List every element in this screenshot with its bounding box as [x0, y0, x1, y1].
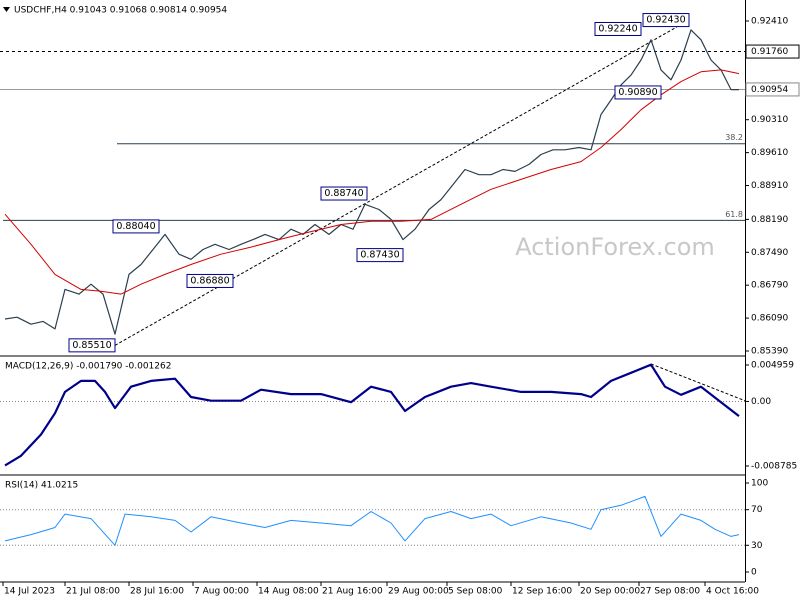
chart-title: USDCHF,H4 0.91043 0.91068 0.90814 0.9095…	[14, 6, 227, 16]
x-tick-label: 12 Sep 16:00	[512, 587, 572, 597]
annotation-label: 0.88040	[116, 221, 155, 232]
y-tick-label: 0.88190	[751, 215, 788, 225]
x-tick-label: 21 Aug 16:00	[322, 587, 383, 597]
annotation-label: 0.92240	[598, 23, 637, 34]
x-tick-label: 28 Jul 16:00	[130, 587, 184, 597]
x-tick-label: 4 Oct 16:00	[706, 587, 759, 597]
y-tick-label: 30	[751, 541, 763, 551]
annotation-box	[594, 21, 642, 36]
annotation-box	[642, 13, 690, 28]
annotation-label: 0.92430	[646, 15, 685, 26]
y-tick-label: 0.89610	[751, 148, 788, 158]
annotation-label: 0.85510	[72, 340, 111, 351]
price-box	[745, 82, 800, 97]
annotation-box	[112, 219, 160, 234]
y-tick-label: 0.004959	[751, 361, 794, 371]
y-tick-label: -0.008785	[751, 462, 797, 472]
annotation-box	[320, 186, 368, 201]
y-tick-label: 0.86090	[751, 314, 788, 324]
annotation-label: 0.86880	[190, 275, 229, 286]
annotation-label: 0.90890	[618, 87, 657, 98]
price-box-label: 0.90954	[751, 85, 788, 95]
x-tick-label: 5 Sep 08:00	[448, 587, 503, 597]
watermark: ActionForex.com	[515, 233, 715, 261]
x-tick-label: 14 Jul 2023	[4, 587, 55, 597]
annotation-box	[614, 85, 662, 100]
annotation-label: 0.88740	[324, 188, 363, 199]
y-tick-label: 0.90310	[751, 115, 788, 125]
y-tick-label: 0.85390	[751, 347, 788, 357]
annotation-box	[356, 248, 404, 263]
y-tick-label: 0.86790	[751, 281, 788, 291]
fib-label: 61.8	[725, 210, 743, 219]
y-tick-label: 70	[751, 505, 763, 515]
y-tick-label: 0.00	[751, 397, 771, 407]
price-line	[4, 495, 740, 546]
y-tick-label: 100	[751, 479, 768, 489]
x-tick-label: 29 Aug 00:00	[388, 587, 449, 597]
menu-triangle	[3, 7, 10, 12]
price-line	[4, 363, 740, 467]
indicator-title: RSI(14) 41.0215	[5, 481, 78, 491]
x-tick-label: 7 Aug 00:00	[194, 587, 249, 597]
annotation-box	[68, 338, 116, 353]
annotation-label: 0.87430	[360, 250, 399, 261]
fib-label: 38.2	[725, 133, 743, 142]
y-tick-label: 0.92410	[751, 17, 788, 27]
y-tick-label: 0	[751, 568, 757, 578]
indicator-line	[4, 69, 740, 295]
x-tick-label: 20 Sep 00:00	[580, 587, 640, 597]
y-tick-label: 0.88910	[751, 181, 788, 191]
level-box	[745, 44, 800, 59]
x-tick-label: 21 Jul 08:00	[66, 587, 120, 597]
level-box-label: 0.91760	[751, 47, 788, 57]
x-tick-label: 27 Sep 08:00	[640, 587, 700, 597]
indicator-title: MACD(12,26,9) -0.001790 -0.001262	[5, 362, 171, 372]
y-tick-label: 0.87490	[751, 248, 788, 258]
annotation-box	[186, 273, 234, 288]
price-line	[4, 29, 739, 335]
trendline	[650, 363, 746, 402]
x-tick-label: 14 Aug 08:00	[258, 587, 319, 597]
